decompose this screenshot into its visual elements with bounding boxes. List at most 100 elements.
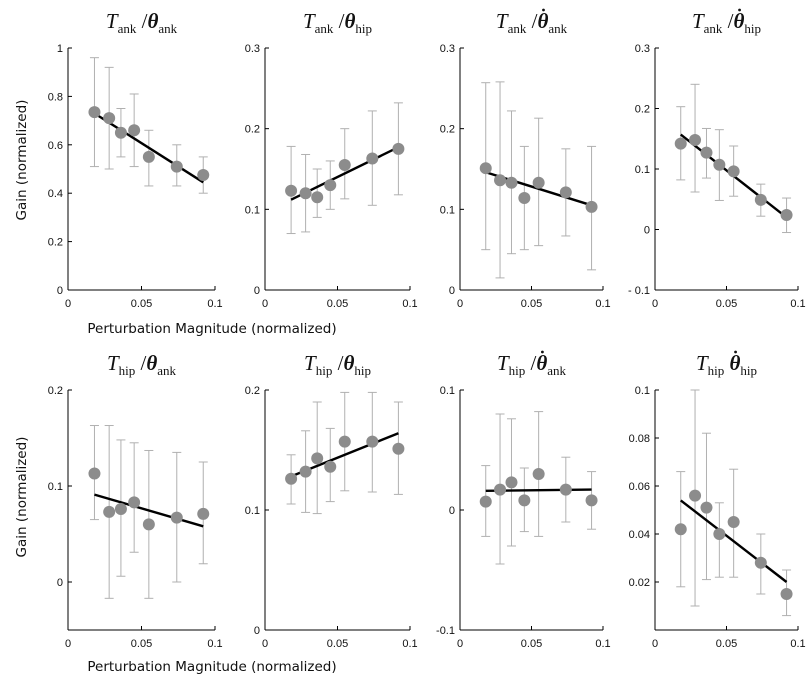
data-point bbox=[494, 174, 507, 187]
data-point bbox=[311, 191, 324, 204]
data-point bbox=[285, 472, 298, 485]
data-point bbox=[674, 137, 687, 150]
y-tick-label: 0.3 bbox=[440, 43, 455, 55]
data-point bbox=[780, 588, 793, 600]
y-tick-label: 0 bbox=[254, 285, 260, 297]
x-tick-label: 0.05 bbox=[327, 298, 348, 310]
data-point bbox=[532, 176, 545, 189]
data-point bbox=[366, 152, 379, 165]
y-tick-label: 0 bbox=[449, 505, 455, 517]
panel-title: Thip /θhip bbox=[304, 351, 371, 378]
data-point bbox=[585, 494, 598, 507]
data-point bbox=[299, 187, 312, 200]
y-tick-label: 0.1 bbox=[48, 481, 63, 493]
chart-panel-6: 0 0.1 0.2 0 0.05 0.1 Thip /θhip bbox=[245, 351, 418, 650]
y-tick-label: 0 bbox=[449, 285, 455, 297]
regression-line bbox=[93, 112, 204, 184]
chart-panel-3: 0 0.1 0.2 0.3 0 0.05 0.1 Tank /θank bbox=[440, 8, 611, 310]
chart-panel-8: 0.02 0.04 0.06 0.08 0.1 0 0.05 0.1 Thip θhip bbox=[629, 350, 806, 650]
data-point bbox=[366, 435, 379, 448]
data-point bbox=[754, 193, 767, 206]
data-point bbox=[103, 112, 116, 125]
data-point bbox=[142, 518, 155, 531]
data-point bbox=[689, 133, 702, 146]
data-point bbox=[324, 460, 337, 473]
y-tick-label: 0.3 bbox=[245, 43, 260, 55]
x-tick-label: 0.05 bbox=[131, 298, 152, 310]
theta-dot bbox=[542, 8, 545, 12]
data-point bbox=[713, 528, 726, 540]
data-point bbox=[700, 501, 713, 514]
panels: 0 0.2 0.4 0.6 0.8 1 0 0.05 0.1 Tank /θank 0 0.1 0.2 0… bbox=[48, 8, 806, 650]
x-tick-label: 0.05 bbox=[521, 638, 542, 650]
y-tick-label: 0.2 bbox=[635, 104, 650, 116]
y-tick-label: 0.8 bbox=[48, 91, 63, 103]
panel-title: Tank /θhip bbox=[303, 9, 372, 36]
regression-line bbox=[94, 493, 204, 528]
x-tick-label: 0 bbox=[457, 298, 463, 310]
y-tick-label: -0.1 bbox=[436, 625, 455, 637]
x-axis-label-bottom: Perturbation Magnitude (normalized) bbox=[87, 659, 336, 675]
chart-panel-2: 0 0.1 0.2 0.3 0 0.05 0.1 Tank /θhip bbox=[245, 9, 418, 310]
y-tick-label: 0.06 bbox=[629, 481, 650, 493]
y-tick-label: 0.2 bbox=[440, 124, 455, 136]
x-tick-label: 0.05 bbox=[716, 298, 737, 310]
data-point bbox=[532, 468, 545, 480]
data-point bbox=[142, 150, 155, 163]
data-point bbox=[727, 516, 740, 528]
chart-panel-5: 0 0.1 0.2 0 0.05 0.1 Thip /θank bbox=[48, 351, 223, 650]
data-point bbox=[88, 106, 101, 119]
data-point bbox=[700, 146, 713, 159]
y-tick-label: 0.1 bbox=[245, 204, 260, 216]
data-point bbox=[324, 179, 337, 192]
data-point bbox=[585, 200, 598, 213]
x-axis-label-top: Perturbation Magnitude (normalized) bbox=[87, 321, 336, 337]
x-tick-label: 0 bbox=[457, 638, 463, 650]
x-tick-label: 0 bbox=[652, 298, 658, 310]
y-tick-label: 0.4 bbox=[48, 188, 63, 200]
y-tick-label: - 0.1 bbox=[628, 285, 650, 297]
y-tick-label: 0 bbox=[57, 577, 63, 589]
data-point bbox=[311, 452, 324, 465]
y-tick-label: 0.2 bbox=[245, 124, 260, 136]
panel-title: Thip /θank bbox=[497, 351, 567, 378]
panel-title: Tank /θank bbox=[496, 9, 568, 36]
data-point bbox=[392, 442, 405, 455]
data-point bbox=[518, 494, 531, 507]
y-tick-label: 0.6 bbox=[48, 140, 63, 152]
data-point bbox=[128, 124, 141, 137]
y-tick-label: 0.02 bbox=[629, 577, 650, 589]
y-tick-label: 0.1 bbox=[440, 385, 455, 397]
data-point bbox=[299, 465, 312, 478]
data-point bbox=[392, 142, 405, 155]
data-point bbox=[197, 507, 210, 520]
y-tick-label: 0.1 bbox=[635, 164, 650, 176]
y-tick-label: 0.2 bbox=[245, 385, 260, 397]
x-tick-label: 0.05 bbox=[327, 638, 348, 650]
data-point bbox=[780, 208, 793, 221]
theta-dot bbox=[734, 350, 737, 354]
y-tick-label: 0.1 bbox=[440, 204, 455, 216]
x-tick-label: 0 bbox=[65, 638, 71, 650]
y-tick-label: 1 bbox=[57, 43, 63, 55]
y-tick-label: 0.1 bbox=[245, 505, 260, 517]
data-point bbox=[479, 162, 492, 175]
data-point bbox=[689, 489, 702, 502]
data-point bbox=[754, 556, 767, 569]
data-point bbox=[128, 496, 141, 509]
data-point bbox=[103, 505, 116, 518]
x-tick-label: 0.1 bbox=[790, 638, 805, 650]
x-tick-label: 0.1 bbox=[402, 298, 417, 310]
y-axis-label-top: Gain (normalized) bbox=[14, 100, 30, 221]
data-point bbox=[170, 511, 183, 524]
panel-title: Tank /θank bbox=[106, 9, 178, 36]
data-point bbox=[338, 158, 351, 171]
x-tick-label: 0 bbox=[262, 638, 268, 650]
data-point bbox=[559, 186, 572, 199]
x-tick-label: 0.1 bbox=[790, 298, 805, 310]
data-point bbox=[197, 169, 210, 182]
y-tick-label: 0.2 bbox=[48, 237, 63, 249]
panel-title: Thip /θank bbox=[107, 351, 177, 378]
